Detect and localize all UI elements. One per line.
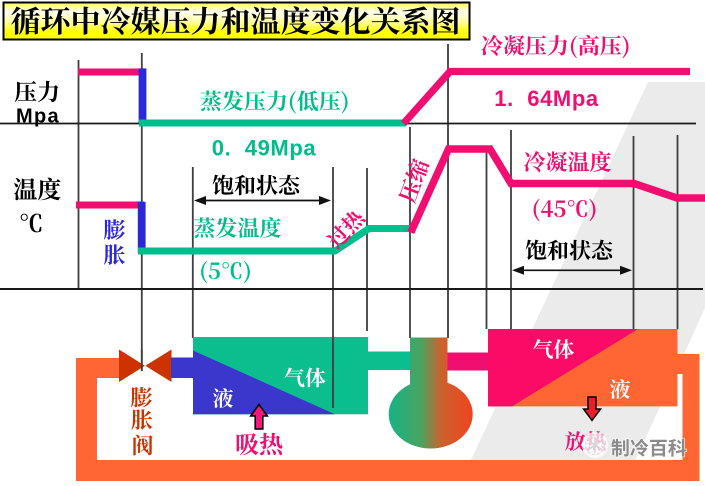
svg-text:1. 64Mpa: 1. 64Mpa (494, 86, 599, 111)
svg-text:0. 49Mpa: 0. 49Mpa (212, 135, 317, 160)
svg-text:Mpa: Mpa (16, 106, 60, 128)
